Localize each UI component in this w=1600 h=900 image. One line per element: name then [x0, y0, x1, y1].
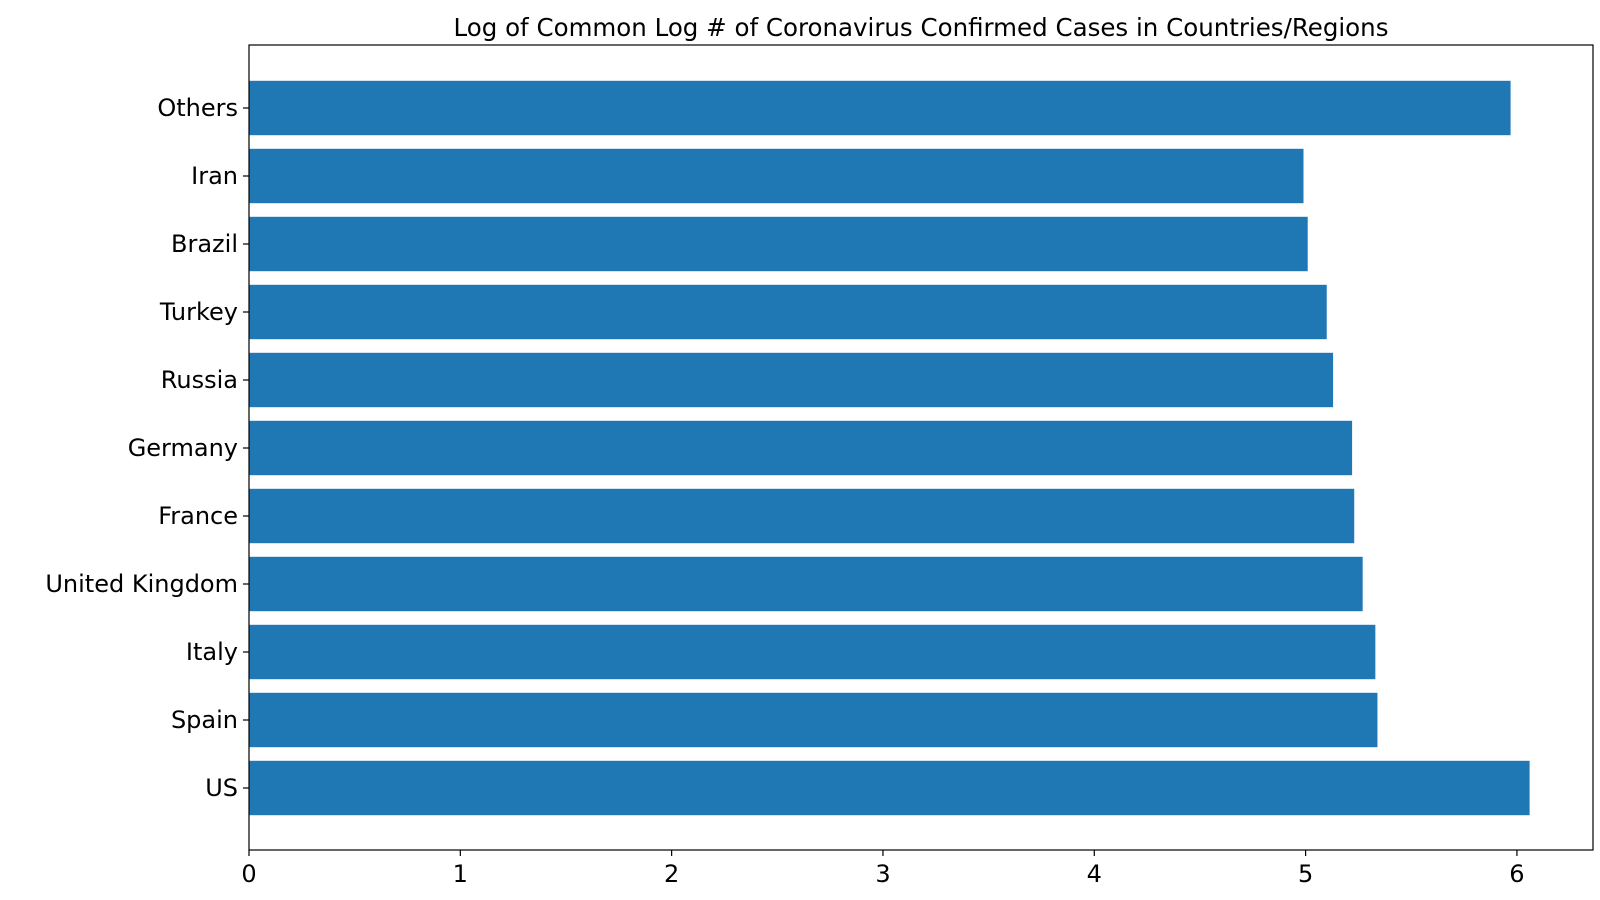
bar-russia — [249, 352, 1334, 408]
chart-title: Log of Common Log # of Coronavirus Confi… — [454, 13, 1389, 42]
bar-others — [249, 80, 1511, 136]
y-tick-label: Russia — [161, 366, 238, 394]
y-tick-label: Iran — [191, 162, 238, 190]
y-tick-label: Turkey — [159, 298, 238, 326]
y-tick-label: Italy — [186, 638, 238, 666]
x-axis-ticks: 0 1 2 3 4 5 6 — [241, 850, 1525, 888]
plot-frame — [248, 44, 1594, 851]
y-tick-label: France — [158, 502, 238, 530]
bar-italy — [249, 624, 1376, 680]
x-tick-label: 3 — [875, 860, 890, 888]
x-tick-label: 6 — [1509, 860, 1524, 888]
y-tick-label: Germany — [128, 434, 238, 462]
bar-turkey — [249, 284, 1327, 340]
bar-brazil — [249, 216, 1308, 272]
y-axis-ticks: US Spain Italy United Kingdom France Germany R… — [45, 94, 249, 802]
y-tick-label: Spain — [171, 706, 238, 734]
bar-france — [249, 488, 1355, 544]
x-tick-label: 0 — [241, 860, 256, 888]
bars — [249, 80, 1530, 816]
y-tick-label: US — [205, 774, 238, 802]
x-tick-label: 2 — [664, 860, 679, 888]
x-tick-label: 4 — [1087, 860, 1102, 888]
bar-united-kingdom — [249, 556, 1363, 612]
x-tick-label: 1 — [453, 860, 468, 888]
bar-us — [249, 760, 1530, 816]
bar-germany — [249, 420, 1353, 476]
y-tick-label: United Kingdom — [45, 570, 238, 598]
x-tick-label: 5 — [1298, 860, 1313, 888]
bar-iran — [249, 148, 1304, 204]
y-tick-label: Brazil — [171, 230, 238, 258]
bar-spain — [249, 692, 1378, 748]
y-tick-label: Others — [157, 94, 238, 122]
